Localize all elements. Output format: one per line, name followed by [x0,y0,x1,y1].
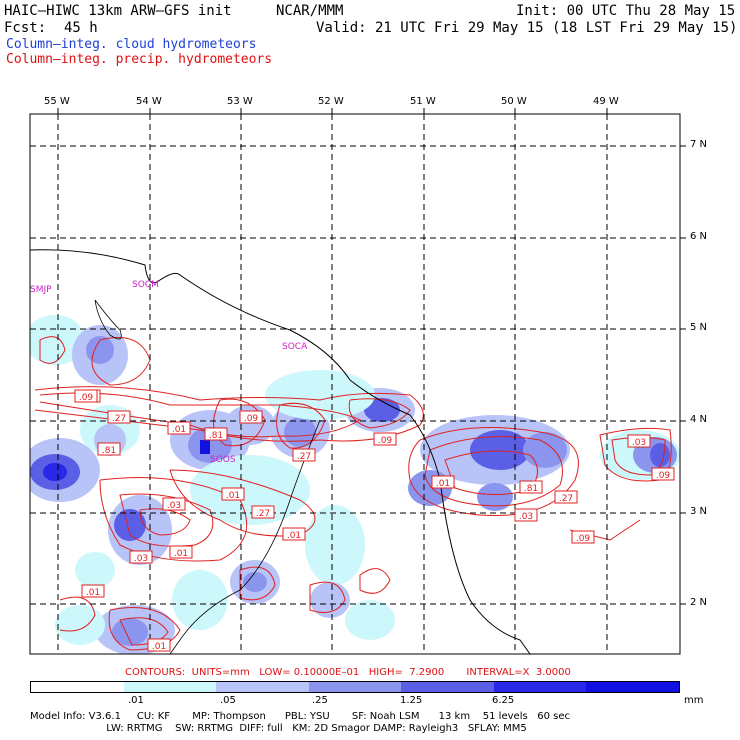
station-label: SOCA [282,342,308,352]
svg-text:.01: .01 [174,549,188,559]
color-bar-segment [123,682,217,692]
contour-label: .27 [292,448,316,462]
cloud-field-label: Column–integ. cloud hydrometeors [6,37,257,52]
contour-label: .09 [239,410,263,424]
model-info-line2: LW: RRTMG SW: RRTMG DIFF: full KM: 2D Sm… [30,723,527,734]
border-line [94,299,122,340]
svg-text:.09: .09 [576,534,591,544]
svg-text:.01: .01 [152,642,166,652]
svg-text:.27: .27 [297,452,311,462]
contour-label: .01 [431,475,455,489]
lat-label: 7 N [690,139,708,150]
contour-label: .03 [627,434,651,448]
color-bar-tick: .05 [220,695,236,706]
lat-label: 5 N [690,322,708,333]
contour-label: .09 [571,530,595,544]
contour-label: .01 [81,584,105,598]
contour-label: .81 [97,442,121,456]
color-bar-segment [216,682,309,692]
contour-label: .27 [107,410,131,424]
lat-label: 6 N [690,231,708,242]
station-markers: SMJP SOCM SOCA SOOS [30,280,308,465]
contour-label: .81 [204,427,228,441]
contour-label: .03 [514,508,538,522]
lat-label: 4 N [690,414,708,425]
model-title: HAIC–HIWC 13km ARW–GFS init [4,3,232,19]
contour-label: .01 [167,421,191,435]
contour-labels: .09 .27 .01 .81 .81 .09 .27 .09 .09 .03 .01 .27 .01.… [74,389,675,652]
svg-text:.09: .09 [79,393,94,403]
contour-label: .01 [147,638,171,652]
graticule [30,114,680,654]
svg-text:.03: .03 [167,501,181,511]
svg-text:.09: .09 [656,471,671,481]
svg-text:.27: .27 [112,414,126,424]
lat-label: 3 N [690,506,708,517]
svg-text:.81: .81 [209,431,223,441]
contour-label: .01 [169,545,193,559]
color-bar-segment [31,682,124,692]
fcst-label: Fcst: [4,20,47,36]
lat-label: 2 N [690,597,708,608]
contours-info: CONTOURS: UNITS=mm LOW= 0.10000E–01 HIGH… [125,667,571,678]
svg-text:.81: .81 [524,484,538,494]
svg-text:.03: .03 [134,554,148,564]
color-bar-segment [586,682,680,692]
svg-text:.27: .27 [256,509,270,519]
color-bar-segment [401,682,494,692]
coastline [29,249,531,655]
svg-text:.01: .01 [172,425,186,435]
contour-label: .03 [162,497,186,511]
contour-label: .03 [129,550,153,564]
svg-text:.01: .01 [436,479,450,489]
svg-text:.01: .01 [86,588,100,598]
contour-label: .09 [651,467,675,481]
svg-text:.81: .81 [102,446,116,456]
lon-label: 53 W [227,96,253,107]
station-label: SMJP [30,285,52,295]
border-line [169,419,321,655]
svg-text:.27: .27 [559,494,573,504]
model-info-line1: Model Info: V3.6.1 CU: KF MP: Thompson P… [30,711,570,722]
org-label: NCAR/MMM [276,3,344,19]
lon-label: 49 W [593,96,619,107]
map-frame [29,113,681,655]
color-bar-tick: 1.25 [400,695,423,706]
color-bar-units: mm [684,695,704,706]
svg-text:.03: .03 [519,512,533,522]
svg-text:.01: .01 [287,531,301,541]
color-bar [30,681,680,693]
valid-time: Valid: 21 UTC Fri 29 May 15 (18 LST Fri … [316,20,738,36]
precip-field-label: Column–integ. precip. hydrometeors [6,52,273,67]
contour-label: .09 [74,389,98,403]
lon-label: 51 W [410,96,436,107]
contour-label: .09 [373,432,397,446]
lon-label: 52 W [318,96,344,107]
lon-label: 54 W [136,96,162,107]
color-bar-segment [308,682,402,692]
color-bar-tick: 6.25 [492,695,515,706]
fcst-value: 45 h [64,20,98,36]
color-bar-tick: .01 [128,695,144,706]
station-label: SOCM [132,280,159,290]
color-bar-segment [493,682,587,692]
color-bar-tick: .25 [312,695,328,706]
svg-text:.09: .09 [244,414,259,424]
init-time: Init: 00 UTC Thu 28 May 15 [516,3,736,19]
svg-text:.01: .01 [226,491,240,501]
svg-text:.09: .09 [378,436,393,446]
tick-marks [57,108,686,605]
lon-label: 50 W [501,96,527,107]
contour-label: .01 [282,527,306,541]
contour-label: .81 [519,480,543,494]
contour-label: .01 [221,487,245,501]
contour-label: .27 [251,505,275,519]
contour-label: .27 [554,490,578,504]
svg-text:.03: .03 [632,438,646,448]
lon-label: 55 W [44,96,70,107]
station-label: SOOS [210,455,236,465]
